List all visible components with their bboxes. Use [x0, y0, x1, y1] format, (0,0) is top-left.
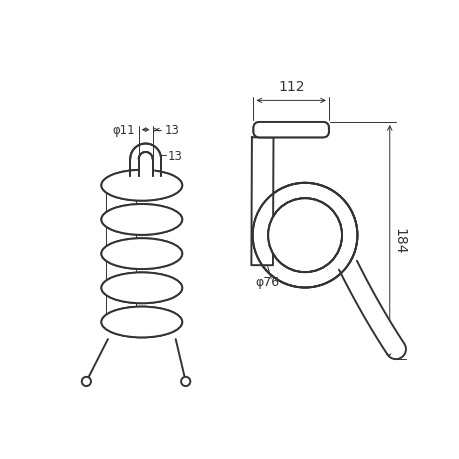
Ellipse shape — [101, 239, 182, 269]
Text: 13: 13 — [164, 124, 179, 137]
Text: 13: 13 — [167, 149, 182, 162]
Ellipse shape — [101, 170, 182, 201]
FancyBboxPatch shape — [253, 123, 328, 138]
Polygon shape — [338, 261, 403, 355]
Ellipse shape — [101, 273, 182, 303]
Ellipse shape — [101, 307, 182, 338]
Text: 112: 112 — [277, 79, 304, 94]
Circle shape — [181, 377, 190, 386]
Ellipse shape — [101, 205, 182, 235]
Ellipse shape — [101, 307, 182, 338]
Text: φ76: φ76 — [254, 275, 279, 288]
Polygon shape — [251, 138, 273, 266]
Ellipse shape — [101, 273, 182, 303]
Polygon shape — [139, 160, 152, 176]
Circle shape — [268, 200, 341, 272]
Text: 184: 184 — [391, 228, 405, 254]
Ellipse shape — [101, 170, 182, 201]
Circle shape — [268, 200, 341, 272]
Ellipse shape — [101, 239, 182, 269]
Polygon shape — [139, 153, 152, 176]
Text: φ11: φ11 — [112, 124, 134, 137]
FancyBboxPatch shape — [253, 123, 328, 138]
Ellipse shape — [101, 205, 182, 235]
Circle shape — [82, 377, 91, 386]
